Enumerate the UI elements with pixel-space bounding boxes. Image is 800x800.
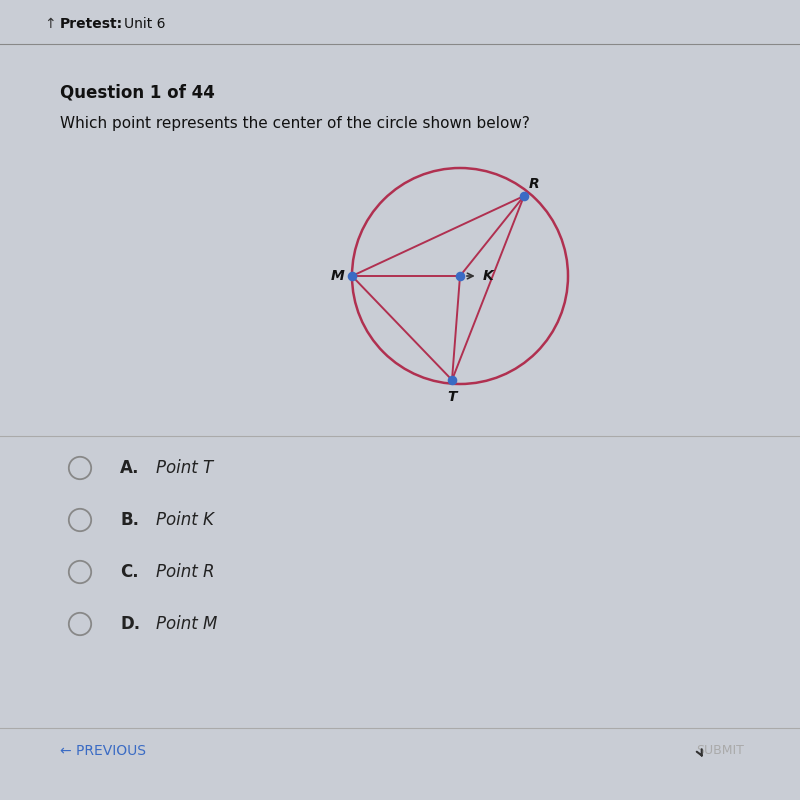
Text: Point M: Point M	[156, 615, 218, 633]
Text: D.: D.	[120, 615, 140, 633]
Text: ← PREVIOUS: ← PREVIOUS	[60, 744, 146, 758]
Point	[454, 270, 466, 282]
Point	[518, 190, 530, 202]
Text: Question 1 of 44: Question 1 of 44	[60, 84, 215, 102]
Text: Unit 6: Unit 6	[124, 18, 166, 31]
Point	[446, 374, 458, 386]
Text: Point K: Point K	[156, 511, 214, 529]
Text: Which point represents the center of the circle shown below?: Which point represents the center of the…	[60, 116, 530, 131]
Text: M: M	[330, 269, 344, 283]
Text: Point T: Point T	[156, 459, 213, 477]
Text: R: R	[529, 178, 539, 191]
Text: Point R: Point R	[156, 563, 214, 581]
Point	[346, 270, 358, 282]
Text: T: T	[447, 390, 457, 403]
Text: SUBMIT: SUBMIT	[696, 744, 744, 757]
Text: K: K	[482, 269, 493, 283]
Text: Pretest:: Pretest:	[60, 18, 123, 31]
Text: C.: C.	[120, 563, 138, 581]
Text: ↑: ↑	[44, 18, 56, 31]
Text: A.: A.	[120, 459, 139, 477]
Text: B.: B.	[120, 511, 139, 529]
